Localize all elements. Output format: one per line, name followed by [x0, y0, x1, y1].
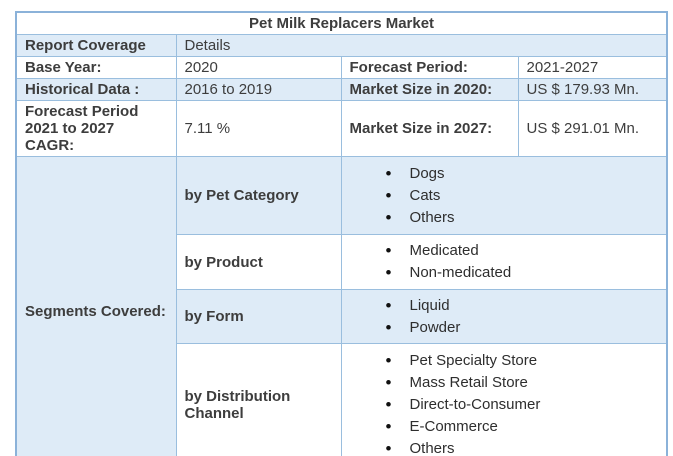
base-year-label: Base Year: — [15, 56, 177, 79]
row-segment-product: by Product Medicated Non-medicated — [16, 234, 668, 290]
list-item: Others — [386, 207, 659, 229]
list-item: Medicated — [386, 240, 659, 262]
historical-data-label: Historical Data : — [15, 78, 177, 101]
list-item: Powder — [386, 317, 659, 339]
segment-pet-category-items: Dogs Cats Others — [340, 156, 668, 235]
cagr-label: Forecast Period 2021 to 2027 CAGR: — [15, 100, 177, 157]
market-report-table: Pet Milk Replacers Market Report Coverag… — [15, 11, 669, 456]
segment-form-label: by Form — [175, 289, 342, 344]
list-item: Pet Specialty Store — [386, 350, 659, 372]
list-item: Others — [386, 438, 659, 456]
historical-data-value: 2016 to 2019 — [175, 78, 342, 101]
row-base-year: Base Year: 2020 Forecast Period: 2021-20… — [15, 56, 668, 79]
base-year-value: 2020 — [175, 56, 342, 79]
row-segment-form: by Form Liquid Powder — [16, 289, 668, 344]
row-report-coverage: Report Coverage Details — [15, 34, 668, 57]
market-size-2020-value: US $ 179.93 Mn. — [517, 78, 668, 101]
report-coverage-label: Report Coverage — [15, 34, 177, 57]
list-item: Liquid — [386, 295, 659, 317]
bullet-list: Dogs Cats Others — [350, 163, 659, 229]
bullet-list: Liquid Powder — [350, 295, 659, 339]
market-size-2027-value: US $ 291.01 Mn. — [517, 100, 668, 157]
list-item: Direct-to-Consumer — [386, 394, 659, 416]
list-item: Mass Retail Store — [386, 372, 659, 394]
market-size-2027-label: Market Size in 2027: — [340, 100, 519, 157]
bullet-list: Pet Specialty Store Mass Retail Store Di… — [350, 350, 659, 456]
segment-product-items: Medicated Non-medicated — [340, 234, 668, 290]
list-item: Dogs — [386, 163, 659, 185]
list-item: E-Commerce — [386, 416, 659, 438]
row-segment-pet-category: Segments Covered: by Pet Category Dogs C… — [15, 156, 668, 456]
row-segment-distribution-channel: by Distribution Channel Pet Specialty St… — [16, 343, 668, 456]
market-size-2020-label: Market Size in 2020: — [340, 78, 519, 101]
row-cagr: Forecast Period 2021 to 2027 CAGR: 7.11 … — [15, 100, 668, 157]
forecast-period-value: 2021-2027 — [517, 56, 668, 79]
segment-form-items: Liquid Powder — [340, 289, 668, 344]
segment-product-label: by Product — [175, 234, 342, 290]
segment-distribution-channel-items: Pet Specialty Store Mass Retail Store Di… — [340, 343, 668, 456]
row-title: Pet Milk Replacers Market — [15, 11, 668, 35]
cagr-value: 7.11 % — [175, 100, 342, 157]
forecast-period-label: Forecast Period: — [340, 56, 519, 79]
segment-distribution-channel-label: by Distribution Channel — [175, 343, 342, 456]
report-coverage-value: Details — [175, 34, 668, 57]
segment-pet-category-label: by Pet Category — [175, 156, 342, 235]
bullet-list: Medicated Non-medicated — [350, 240, 659, 284]
list-item: Non-medicated — [386, 262, 659, 284]
list-item: Cats — [386, 185, 659, 207]
segments-covered-label: Segments Covered: — [15, 156, 177, 456]
row-historical-data: Historical Data : 2016 to 2019 Market Si… — [15, 78, 668, 101]
table-title: Pet Milk Replacers Market — [15, 11, 668, 35]
